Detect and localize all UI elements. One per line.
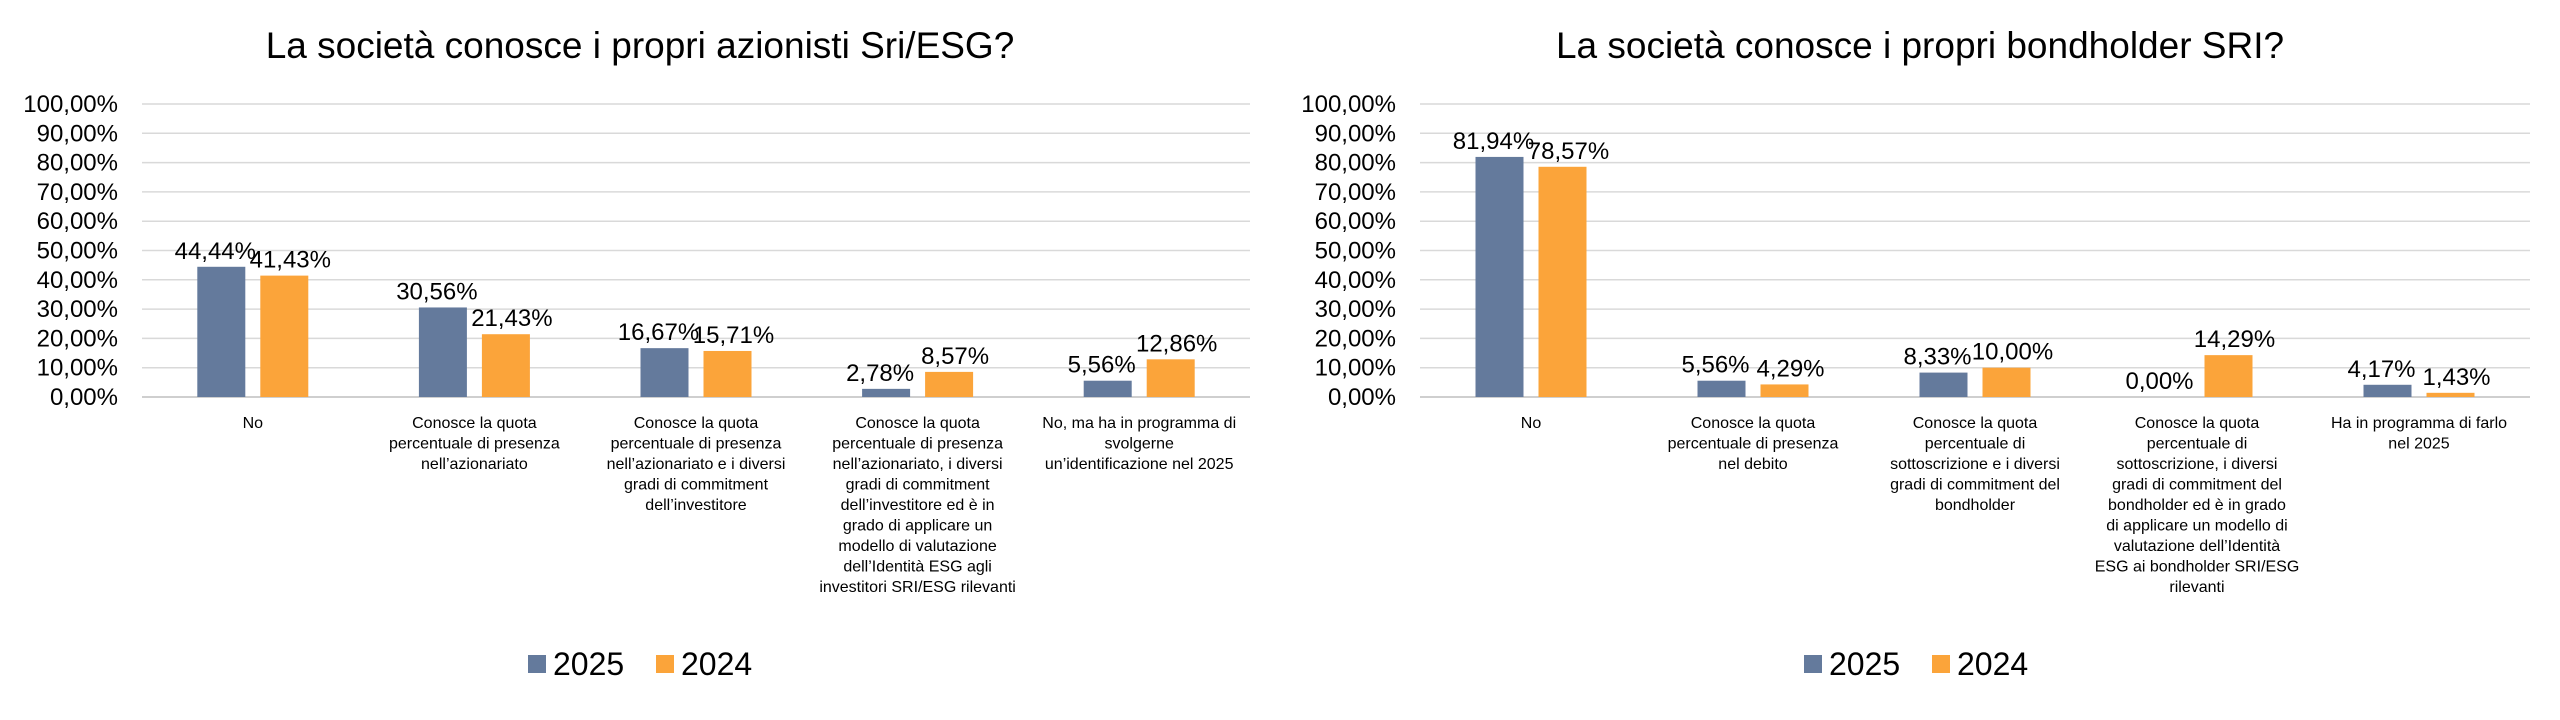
y-tick-label: 0,00%: [1328, 384, 1396, 411]
value-label-2024: 1,43%: [2422, 364, 2490, 391]
y-tick-label: 0,00%: [50, 384, 118, 411]
y-tick-label: 60,00%: [37, 208, 118, 235]
bar-2025-1: [197, 266, 246, 397]
value-label-2024: 15,71%: [693, 322, 774, 349]
value-label-2025: 2,78%: [846, 360, 914, 387]
bar-2024-3: [1982, 367, 2031, 397]
value-label-2024: 12,86%: [1136, 330, 1217, 357]
value-label-2024: 41,43%: [250, 247, 331, 274]
legend-swatch-2025: [528, 655, 546, 673]
chart-title: La società conosce i propri azionisti Sr…: [266, 25, 1015, 66]
y-tick-label: 30,00%: [1315, 296, 1396, 323]
y-tick-label: 60,00%: [1315, 208, 1396, 235]
bar-2024-1: [1538, 166, 1587, 397]
value-label-2025: 44,44%: [175, 238, 256, 265]
bar-2024-2: [1760, 384, 1809, 397]
bar-2024-4: [925, 371, 974, 397]
y-tick-label: 80,00%: [1315, 150, 1396, 177]
y-tick-label: 30,00%: [37, 296, 118, 323]
y-tick-label: 10,00%: [37, 355, 118, 382]
chart-2: La società conosce i propri bondholder S…: [1301, 25, 2530, 682]
category-label: Ha in programma di farlo nel 2025: [2331, 415, 2507, 453]
category-label: Conosce la quota percentuale di presenza n…: [1668, 415, 1839, 473]
y-tick-label: 40,00%: [37, 267, 118, 294]
legend-swatch-2025: [1804, 655, 1822, 673]
bar-2025-3: [1919, 372, 1968, 397]
bar-2025-3: [640, 348, 689, 397]
value-label-2025: 81,94%: [1453, 128, 1534, 155]
y-tick-label: 20,00%: [1315, 325, 1396, 352]
legend-label-2024: 2024: [681, 646, 752, 682]
legend-swatch-2024: [656, 655, 674, 673]
y-tick-label: 70,00%: [1315, 179, 1396, 206]
bar-2024-3: [703, 350, 752, 397]
category-label: No: [1521, 415, 1542, 432]
value-label-2025: 16,67%: [618, 319, 699, 346]
bar-2025-4: [862, 388, 911, 397]
category-label: Conosce la quota percentuale di presenza n…: [389, 415, 560, 473]
value-label-2024: 14,29%: [2194, 326, 2275, 353]
value-label-2025: 5,56%: [1681, 352, 1749, 379]
value-label-2024: 8,57%: [921, 343, 989, 370]
bar-2024-4: [2204, 355, 2253, 397]
category-label: No: [243, 415, 264, 432]
y-tick-label: 100,00%: [23, 91, 118, 118]
bar-2024-5: [2426, 392, 2475, 397]
y-tick-label: 70,00%: [37, 179, 118, 206]
y-tick-label: 90,00%: [37, 120, 118, 147]
legend: 2025 2024: [528, 646, 752, 682]
y-tick-label: 20,00%: [37, 325, 118, 352]
category-label: Conosce la quota percentuale di presenza n…: [607, 415, 786, 514]
chart-title: La società conosce i propri bondholder S…: [1556, 25, 2284, 66]
bar-2025-1: [1475, 156, 1524, 397]
bar-2024-2: [481, 334, 530, 397]
category-label: No, ma ha in programma di svolgerne un’ide…: [1042, 415, 1236, 473]
y-tick-label: 90,00%: [1315, 120, 1396, 147]
value-label-2024: 4,29%: [1756, 355, 1824, 382]
value-label-2025: 8,33%: [1903, 344, 1971, 371]
chart-1: La società conosce i propri azionisti Sr…: [23, 25, 1250, 682]
legend-label-2024: 2024: [1957, 646, 2028, 682]
y-tick-label: 10,00%: [1315, 355, 1396, 382]
y-tick-label: 40,00%: [1315, 267, 1396, 294]
y-tick-label: 100,00%: [1301, 91, 1396, 118]
value-label-2024: 10,00%: [1972, 339, 2053, 366]
bar-2024-1: [260, 275, 309, 397]
value-label-2025: 4,17%: [2347, 356, 2415, 383]
bar-2024-5: [1146, 359, 1195, 397]
category-label: Conosce la quota percentuale di presenza n…: [819, 415, 1016, 596]
y-tick-label: 50,00%: [1315, 238, 1396, 265]
value-label-2025: 5,56%: [1068, 352, 1136, 379]
bar-2025-5: [2363, 384, 2412, 397]
bar-2025-2: [418, 307, 467, 397]
value-label-2025: 0,00%: [2125, 368, 2193, 395]
y-tick-label: 80,00%: [37, 150, 118, 177]
value-label-2025: 30,56%: [396, 278, 477, 305]
value-label-2024: 21,43%: [471, 305, 552, 332]
value-label-2024: 78,57%: [1528, 138, 1609, 165]
category-label: Conosce la quota percentuale di sottoscriz…: [1890, 415, 2060, 514]
legend-label-2025: 2025: [1829, 646, 1900, 682]
category-label: Conosce la quota percentuale di sottoscriz…: [2095, 415, 2300, 596]
legend-label-2025: 2025: [553, 646, 624, 682]
legend-swatch-2024: [1932, 655, 1950, 673]
bar-2025-2: [1697, 380, 1746, 397]
y-tick-label: 50,00%: [37, 238, 118, 265]
bar-2025-5: [1083, 380, 1132, 397]
legend: 2025 2024: [1804, 646, 2028, 682]
